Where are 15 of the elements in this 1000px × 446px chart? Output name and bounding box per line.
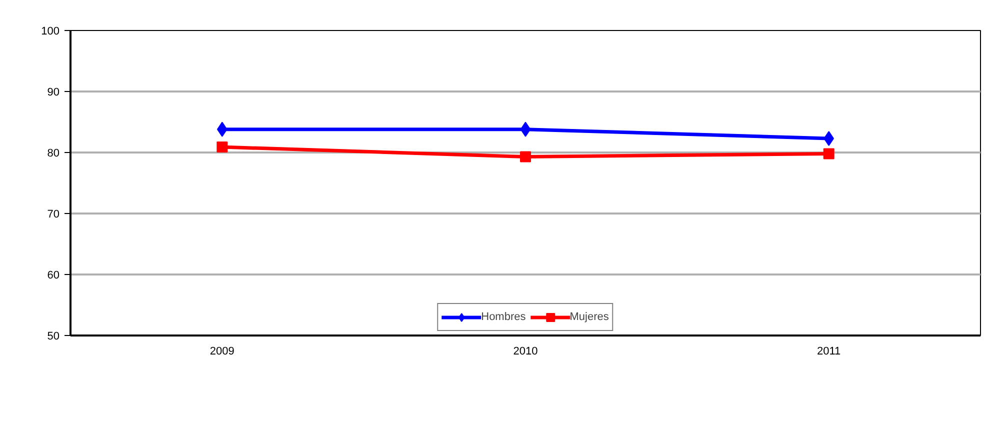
point bbox=[216, 142, 228, 153]
legend-label: Hombres bbox=[481, 311, 526, 323]
x-tick-label: 2010 bbox=[513, 346, 538, 358]
point bbox=[520, 151, 531, 162]
y-tick-label: 70 bbox=[47, 208, 60, 220]
x-tick-label: 2011 bbox=[817, 346, 841, 358]
y-tick-label: 50 bbox=[47, 330, 60, 342]
legend-label: Mujeres bbox=[570, 311, 609, 323]
y-tick-label: 90 bbox=[47, 86, 60, 98]
point bbox=[520, 122, 531, 137]
y-tick-label: 100 bbox=[41, 26, 60, 38]
point bbox=[823, 148, 834, 160]
y-tick-label: 60 bbox=[47, 270, 60, 282]
x-tick-label: 2009 bbox=[210, 346, 234, 358]
y-tick-label: 80 bbox=[47, 148, 60, 160]
